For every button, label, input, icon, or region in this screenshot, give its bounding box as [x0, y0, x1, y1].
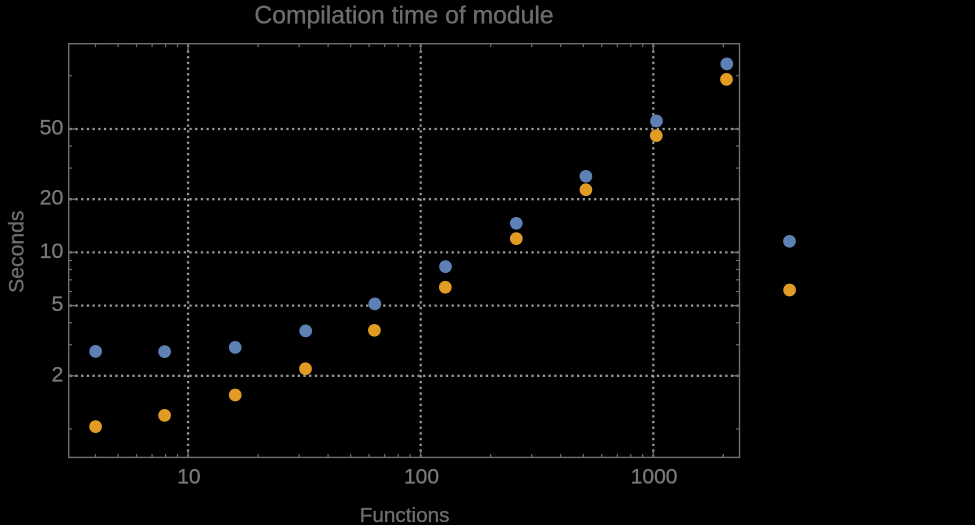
svg-text:Functions: Functions — [360, 504, 450, 525]
svg-text:5: 5 — [51, 292, 63, 316]
svg-text:2: 2 — [51, 362, 63, 386]
svg-text:Compilation time of module: Compilation time of module — [254, 3, 553, 30]
svg-text:20: 20 — [40, 186, 64, 210]
svg-text:10: 10 — [40, 239, 64, 263]
svg-text:100: 100 — [404, 465, 439, 488]
svg-text:1000: 1000 — [631, 465, 678, 488]
svg-text:Seconds: Seconds — [5, 210, 28, 292]
svg-text:50: 50 — [40, 116, 64, 140]
svg-text:10: 10 — [177, 465, 200, 488]
